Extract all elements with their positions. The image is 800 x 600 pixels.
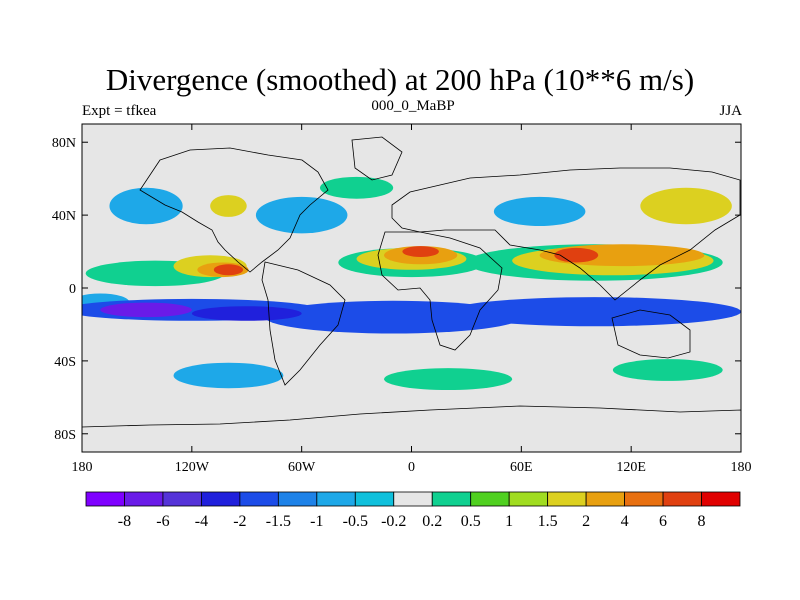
colorbar-swatch <box>239 491 279 507</box>
colorbar-label: -1.5 <box>266 513 291 530</box>
lat-tick-label: 40N <box>52 209 76 224</box>
colorbar-label: -0.2 <box>381 513 406 530</box>
lon-tick-label: 180 <box>72 460 93 475</box>
colorbar-swatch <box>354 491 395 507</box>
colorbar-swatch <box>701 491 741 507</box>
lat-tick-label: 80S <box>54 428 76 443</box>
colorbar-label: -0.5 <box>343 513 368 530</box>
colorbar-label: 1 <box>505 513 513 530</box>
field-contour-green <box>384 368 513 391</box>
lat-tick-label: 40S <box>54 355 76 370</box>
field-contour-green <box>612 359 723 381</box>
lon-tick-label: 0 <box>408 460 415 475</box>
field-contour-dblue <box>191 306 302 321</box>
experiment-label: Expt = tfkea <box>82 103 157 119</box>
lon-tick-label: 180 <box>731 460 752 475</box>
colorbar-swatch <box>508 491 549 507</box>
colorbar-label: 0.5 <box>461 513 481 530</box>
field-contour-green <box>319 176 394 199</box>
field-contour-lblue <box>173 362 284 389</box>
divergence-field <box>82 176 741 391</box>
colorbar-label: 0.2 <box>422 513 442 530</box>
colorbar-label: 4 <box>621 513 629 530</box>
field-contour-red <box>213 264 244 276</box>
colorbar-swatch <box>277 491 318 507</box>
field-contour-yellow <box>210 195 247 217</box>
colorbar-label: 6 <box>659 513 667 530</box>
map-axes: 80N 40N 0 40S 80S 180 120W 60W 0 60E 120E 180 <box>52 124 752 475</box>
colorbar-label: 2 <box>582 513 590 530</box>
colorbar-swatch <box>393 491 433 507</box>
colorbar-swatch <box>316 491 356 507</box>
colorbar-swatch <box>85 491 125 507</box>
colorbar-swatch <box>470 491 510 507</box>
colorbar-swatch <box>547 491 587 507</box>
field-contour-lblue <box>255 196 348 234</box>
colorbar-label: 8 <box>698 513 706 530</box>
colorbar-label: -6 <box>156 513 169 530</box>
lon-tick-label: 120W <box>175 460 210 475</box>
colorbar-swatch <box>124 491 164 507</box>
colorbar-label: -1 <box>310 513 323 530</box>
field-contour-purple <box>100 302 192 318</box>
colorbar-swatch <box>662 491 702 507</box>
lon-tick-label: 60W <box>288 460 316 475</box>
colorbar-label: -2 <box>233 513 246 530</box>
lon-tick-label: 120E <box>616 460 646 475</box>
colorbar-swatch <box>624 491 664 507</box>
colorbar-label: -4 <box>195 513 208 530</box>
colorbar-swatch <box>201 491 241 507</box>
lat-tick-label: 0 <box>69 282 76 297</box>
colorbar-label: -8 <box>118 513 131 530</box>
colorbar: -8 -6 -4 -2 -1.5 -1 -0.5 -0.2 0.2 0.5 1 1.5 2 4 6 8 <box>85 491 741 530</box>
lon-tick-label: 60E <box>510 460 533 475</box>
continent-outlines <box>82 136 741 452</box>
colorbar-label: 1.5 <box>538 513 558 530</box>
plot-title: Divergence (smoothed) at 200 hPa (10**6 … <box>105 62 695 97</box>
lat-tick-label: 80N <box>52 136 76 151</box>
season-label: JJA <box>719 103 742 119</box>
field-contour-blue <box>448 297 741 327</box>
field-contour-yellow <box>640 187 732 225</box>
colorbar-swatch <box>431 491 472 507</box>
field-contour-red <box>402 246 439 258</box>
colorbar-swatch <box>585 491 625 507</box>
field-contour-lblue <box>493 196 586 227</box>
time-label: 000_0_MaBP <box>371 98 455 114</box>
field-contour-lblue <box>109 187 183 225</box>
colorbar-swatch <box>162 491 202 507</box>
map-background <box>82 124 741 452</box>
